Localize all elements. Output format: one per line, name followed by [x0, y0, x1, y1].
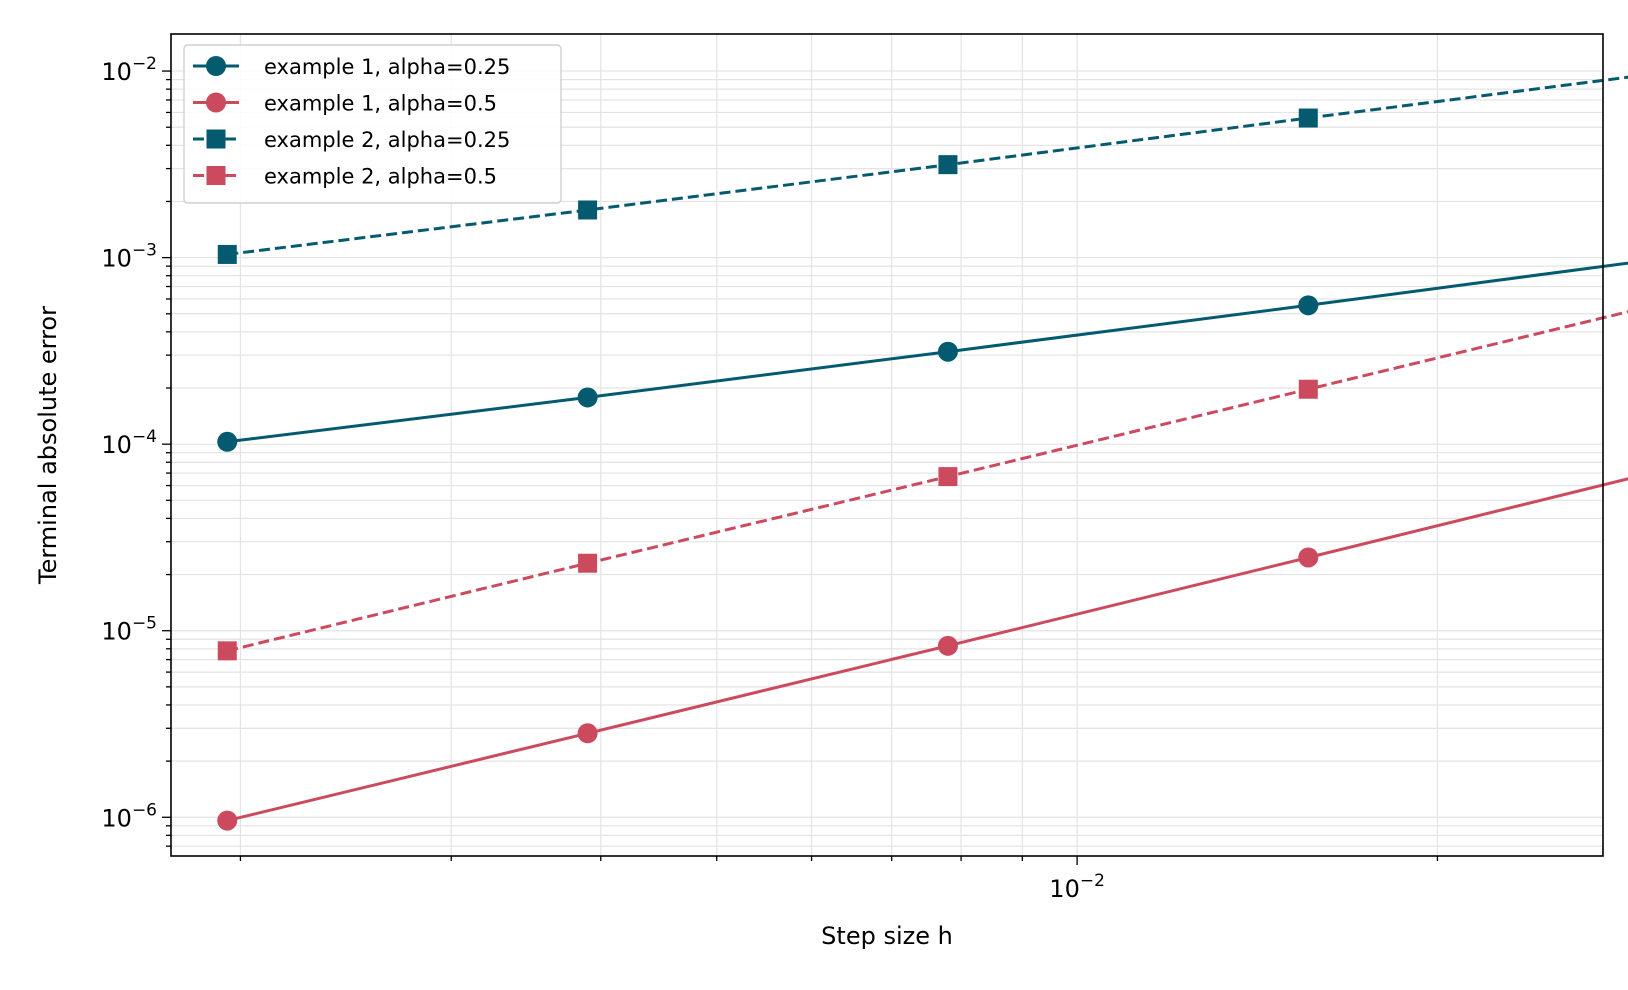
legend: example 1, alpha=0.25 example 1, alpha=0.…: [183, 44, 562, 204]
data-point: [938, 155, 958, 175]
data-point: [578, 553, 598, 573]
legend-box: [183, 44, 562, 204]
y-tick-label: 10−3: [101, 241, 157, 273]
y-axis-label: Terminal absolute error: [34, 306, 62, 585]
plot-frame: [170, 33, 1604, 857]
data-point: [217, 244, 237, 264]
legend-marker: [206, 129, 226, 149]
grid: [171, 34, 1603, 856]
legend-marker: [206, 56, 226, 76]
data-point: [1298, 547, 1319, 568]
legend-label: example 1, alpha=0.5: [264, 92, 497, 116]
data-point: [1298, 379, 1318, 399]
data-point: [577, 723, 598, 744]
legend-label: example 1, alpha=0.25: [264, 55, 510, 79]
ticks: 10−6 10−5 10−4 10−3 10−2 10−2: [101, 54, 1439, 903]
x-axis-label: Step size h: [821, 922, 953, 950]
legend-label: example 2, alpha=0.25: [264, 128, 510, 152]
x-tick-label: 10−2: [1049, 871, 1105, 903]
data-point: [578, 200, 598, 220]
data-point: [577, 387, 598, 408]
legend-marker: [206, 166, 226, 185]
y-tick-label: 10−6: [101, 800, 157, 832]
data-point: [1298, 295, 1319, 316]
data-point: [217, 641, 237, 661]
legend-marker: [206, 92, 226, 113]
series-layer: [217, 75, 1628, 831]
data-point: [1298, 108, 1318, 128]
legend-label: example 2, alpha=0.5: [264, 165, 497, 189]
data-point: [217, 810, 238, 831]
y-tick-label: 10−5: [101, 614, 157, 646]
data-point: [937, 341, 958, 362]
data-point: [938, 467, 958, 487]
y-tick-label: 10−2: [101, 54, 157, 86]
data-point: [217, 431, 238, 452]
data-point: [937, 635, 958, 656]
y-tick-label: 10−4: [101, 427, 157, 459]
